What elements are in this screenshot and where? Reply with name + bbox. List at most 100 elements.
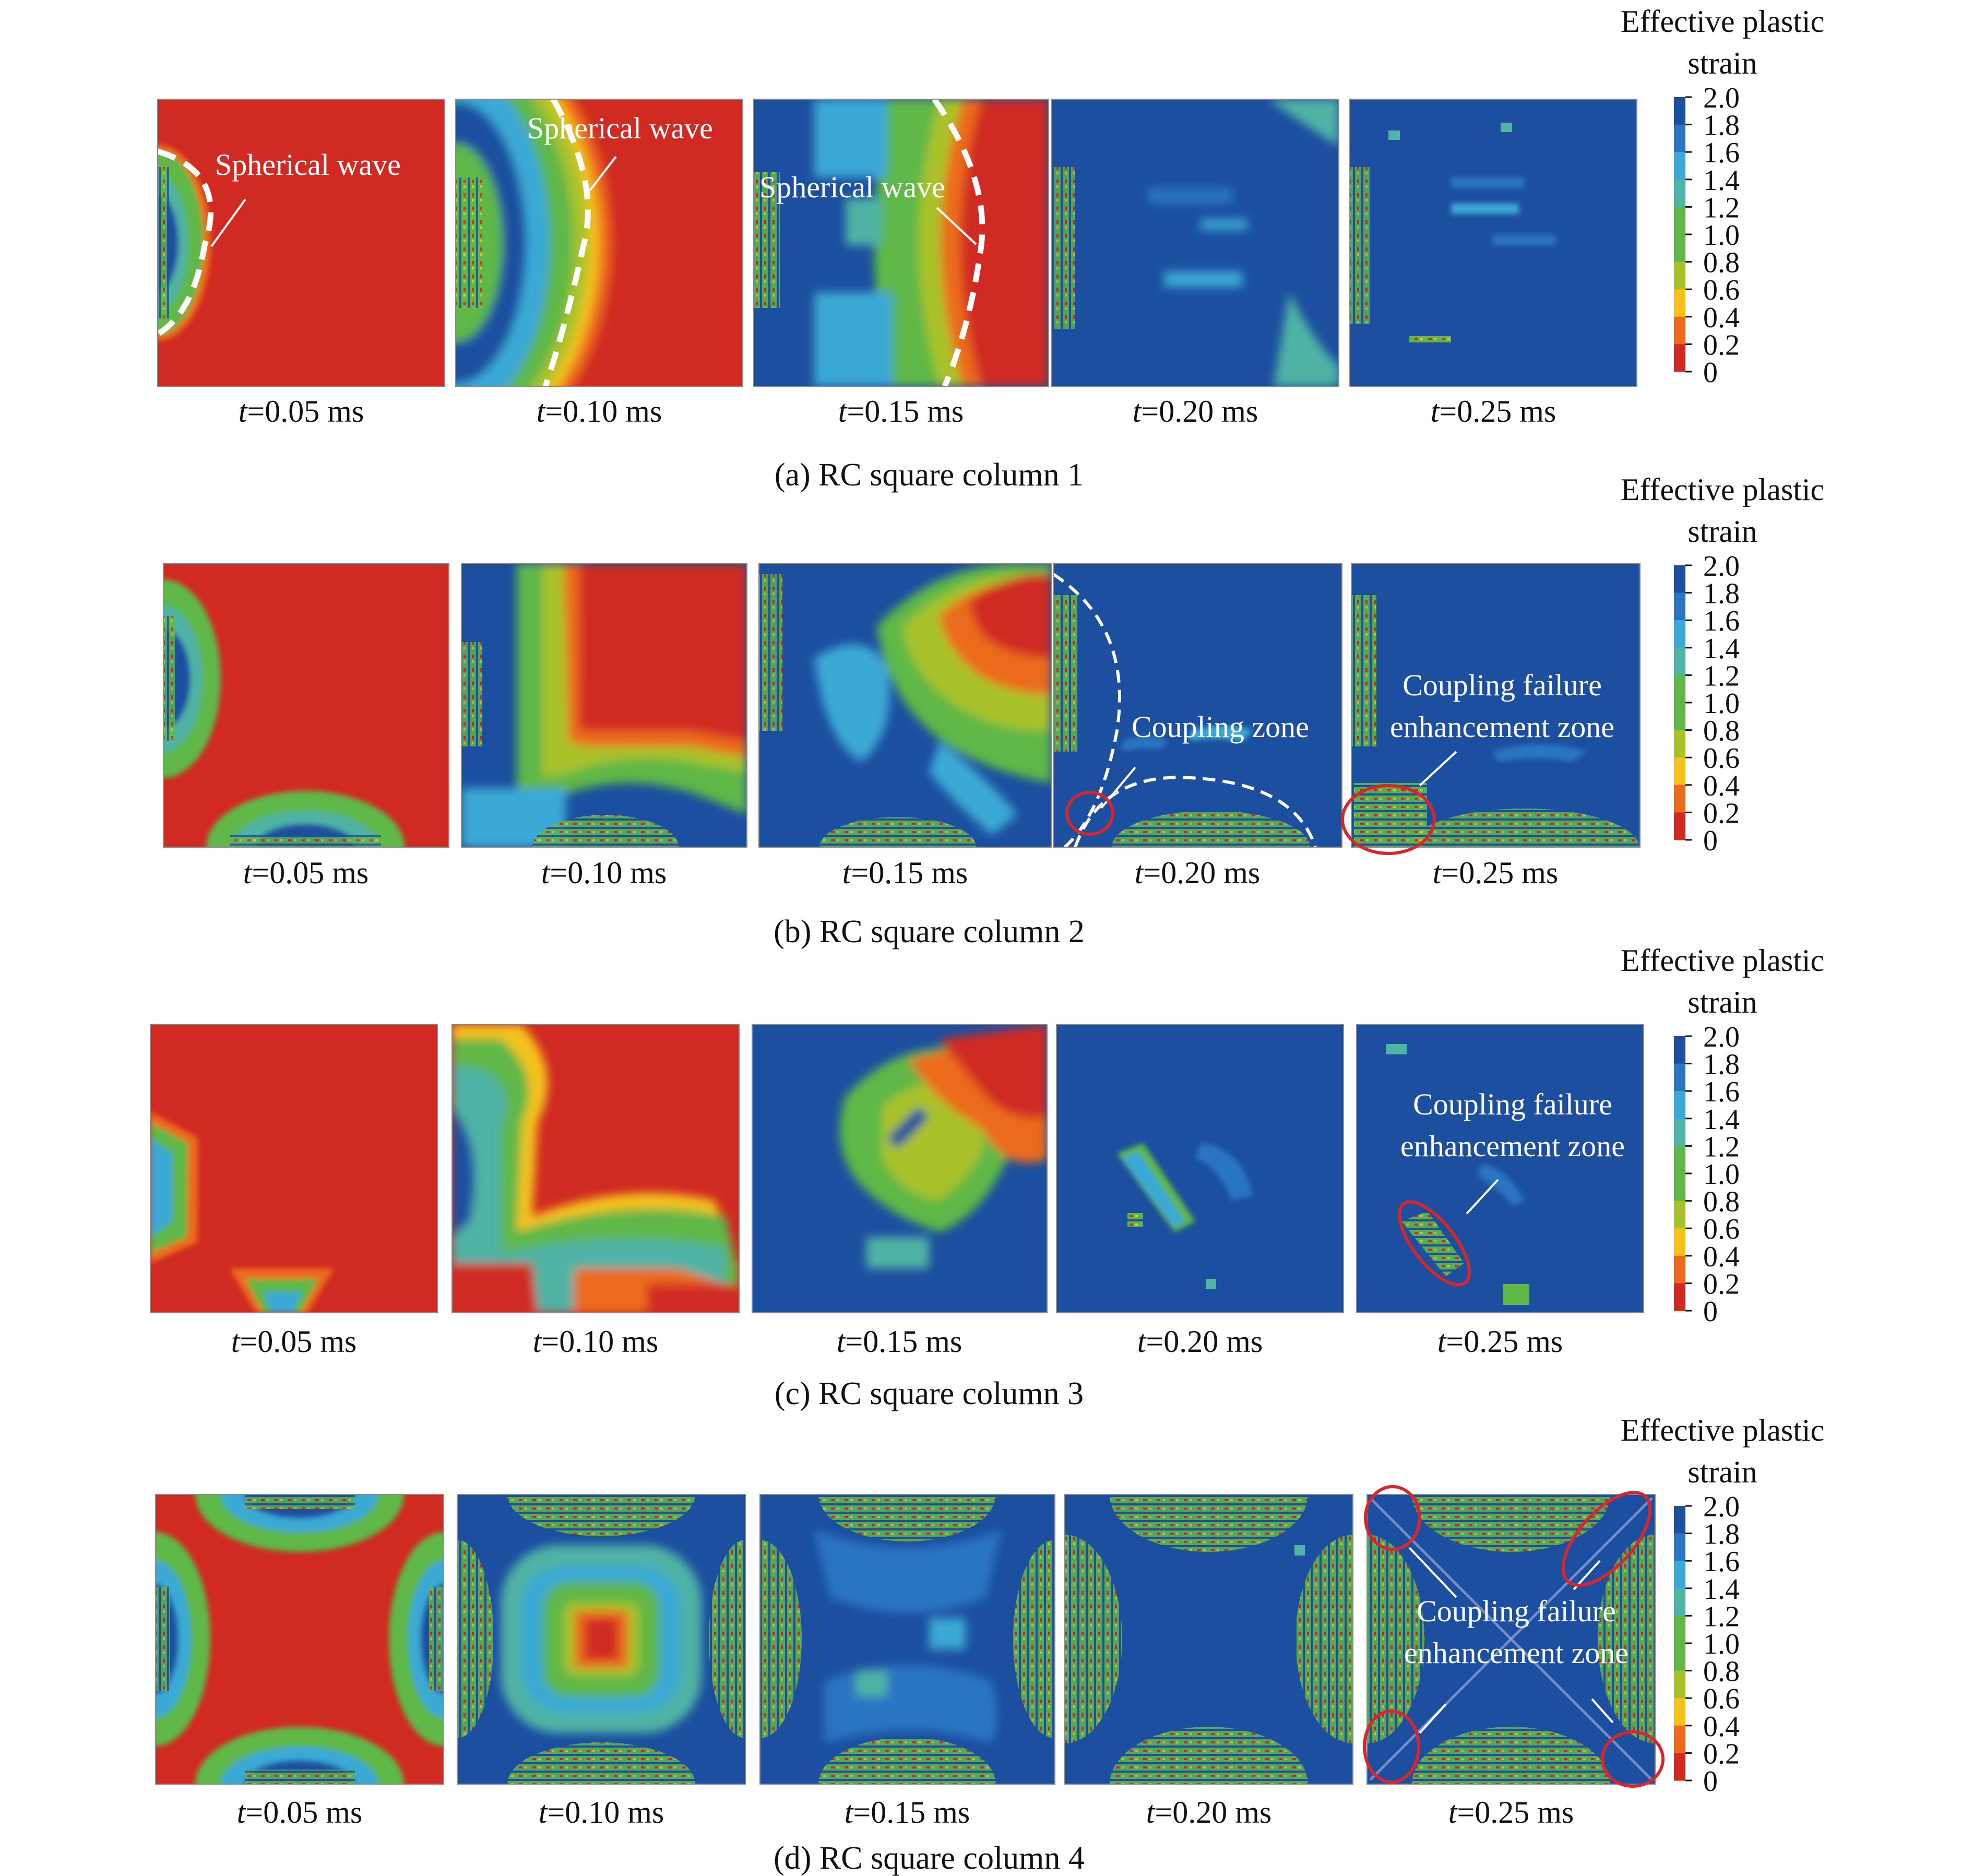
panel-b4 (1053, 564, 1342, 847)
legend-swatch (1674, 1036, 1685, 1064)
legend-tick-label: 1.4 (1703, 633, 1740, 665)
legend-swatch (1674, 124, 1685, 152)
time-label-d4: t=0.20 ms (1146, 1795, 1272, 1830)
legend-swatch (1674, 1753, 1685, 1781)
time-value: =0.25 ms (1457, 1795, 1574, 1830)
time-label-a5: t=0.25 ms (1431, 394, 1556, 429)
legend-swatch (1674, 647, 1685, 675)
legend-swatch (1674, 207, 1685, 235)
time-label-a3: t=0.15 ms (838, 394, 964, 429)
legend-swatch (1674, 1063, 1685, 1091)
legend-tick-label: 0.4 (1703, 770, 1740, 802)
legend-swatch (1674, 620, 1685, 648)
panel-a1 (158, 99, 445, 386)
time-value: =0.15 ms (853, 1795, 970, 1830)
legend-tick-label: 1.4 (1703, 1573, 1740, 1606)
legend-tick-label: 1.0 (1703, 219, 1740, 252)
time-var: t (1448, 1795, 1458, 1830)
legend-swatch (1674, 344, 1685, 372)
legend-swatch (1674, 1255, 1685, 1284)
time-var: t (1137, 1324, 1147, 1359)
time-label-b5: t=0.25 ms (1433, 856, 1559, 890)
legend-tick-label: 0.6 (1703, 274, 1740, 306)
legend-title-line1: Effective plastic (1621, 4, 1824, 39)
legend-tick-label: 1.8 (1703, 1518, 1740, 1551)
panel-c3 (752, 1025, 1047, 1313)
legend-tick-label: 1.0 (1703, 1628, 1740, 1660)
legend-tick-label: 0.6 (1703, 1683, 1740, 1715)
legend-tick-label: 1.0 (1703, 1158, 1740, 1191)
time-var: t (838, 394, 848, 429)
legend-swatch (1674, 97, 1685, 125)
legend-title-line2: strain (1687, 985, 1757, 1019)
time-value: =0.20 ms (1143, 856, 1260, 890)
time-label-c2: t=0.10 ms (533, 1324, 659, 1359)
legend-c: Effective plastic strain2.01.81.61.41.21.… (1621, 943, 1824, 1328)
time-value: =0.10 ms (541, 1324, 658, 1359)
time-value: =0.25 ms (1439, 394, 1556, 429)
legend-tick-label: 2.0 (1703, 1491, 1740, 1523)
legend-tick-label: 0.6 (1703, 742, 1740, 775)
time-value: =0.20 ms (1141, 394, 1258, 429)
time-label-b3: t=0.15 ms (842, 856, 968, 890)
coupling-failure-circle-c5 (1398, 1200, 1471, 1287)
legend-tick-label: 2.0 (1703, 1021, 1740, 1053)
legend-tick-label: 1.8 (1703, 1049, 1740, 1081)
time-var: t (1133, 394, 1142, 429)
legend-tick-label: 2.0 (1703, 82, 1740, 114)
time-label-a4: t=0.20 ms (1133, 394, 1258, 429)
time-label-d2: t=0.10 ms (539, 1795, 664, 1830)
legend-swatch (1674, 730, 1685, 758)
panel-a5 (1350, 99, 1637, 386)
time-var: t (845, 1795, 854, 1830)
panel-c2 (452, 1025, 739, 1313)
coupling-failure-circle-b5 (1341, 784, 1436, 855)
annotation-c5-line2: enhancement zone (1400, 1129, 1625, 1163)
time-label-c1: t=0.05 ms (231, 1324, 357, 1359)
panel-a2 (456, 99, 743, 386)
legend-swatch (1674, 1506, 1685, 1534)
legend-tick-label: 0.6 (1703, 1213, 1740, 1245)
annotation-b5-line1: Coupling failure (1403, 668, 1602, 702)
panel-b5 (1351, 564, 1640, 847)
legend-swatch (1674, 1616, 1685, 1644)
legend-tick-label: 1.6 (1703, 1076, 1740, 1108)
legend-swatch (1674, 1201, 1685, 1229)
row-a: Spherical wave Spherical wave Spherical … (157, 99, 1637, 387)
annotation-a3: Spherical wave (759, 170, 945, 204)
panel-b2 (461, 564, 747, 847)
time-label-b4: t=0.20 ms (1135, 856, 1261, 890)
time-value: =0.10 ms (545, 394, 662, 429)
panel-c4 (1056, 1025, 1344, 1313)
legend-swatch (1674, 234, 1685, 263)
time-var: t (1146, 1795, 1156, 1830)
time-value: =0.15 ms (847, 394, 964, 429)
legend-swatch (1674, 1146, 1685, 1174)
legend-tick-label: 0.8 (1703, 247, 1740, 279)
legend-swatch (1674, 1283, 1685, 1311)
time-label-b2: t=0.10 ms (541, 856, 667, 890)
annotation-c5-line1: Coupling failure (1413, 1087, 1612, 1121)
legend-tick-label: 1.2 (1703, 192, 1740, 224)
legend-title-line2: strain (1687, 46, 1757, 80)
time-var: t (1135, 856, 1144, 890)
annotation-b4: Coupling zone (1132, 710, 1309, 744)
legend-tick-label: 1.0 (1703, 687, 1740, 720)
legend-tick-label: 1.2 (1703, 660, 1740, 692)
legend-swatch (1674, 1173, 1685, 1202)
legend-tick-label: 1.2 (1703, 1131, 1740, 1163)
time-var: t (1431, 394, 1440, 429)
time-value: =0.10 ms (550, 856, 667, 890)
legend-tick-label: 0.2 (1703, 329, 1740, 361)
time-labels: t=0.05 ms t=0.10 ms t=0.15 ms t=0.20 ms t=0.… (231, 394, 1574, 1830)
legend-swatch (1674, 1091, 1685, 1119)
time-label-c4: t=0.20 ms (1137, 1324, 1263, 1359)
legend-title-line1: Effective plastic (1621, 1413, 1824, 1447)
time-value: =0.20 ms (1146, 1324, 1263, 1359)
time-var: t (1437, 1324, 1447, 1359)
legend-title-line1: Effective plastic (1621, 943, 1824, 978)
row-d: Coupling failure enhancement zone (155, 1485, 1665, 1788)
legend-swatch (1674, 812, 1685, 840)
time-value: =0.15 ms (851, 856, 968, 890)
